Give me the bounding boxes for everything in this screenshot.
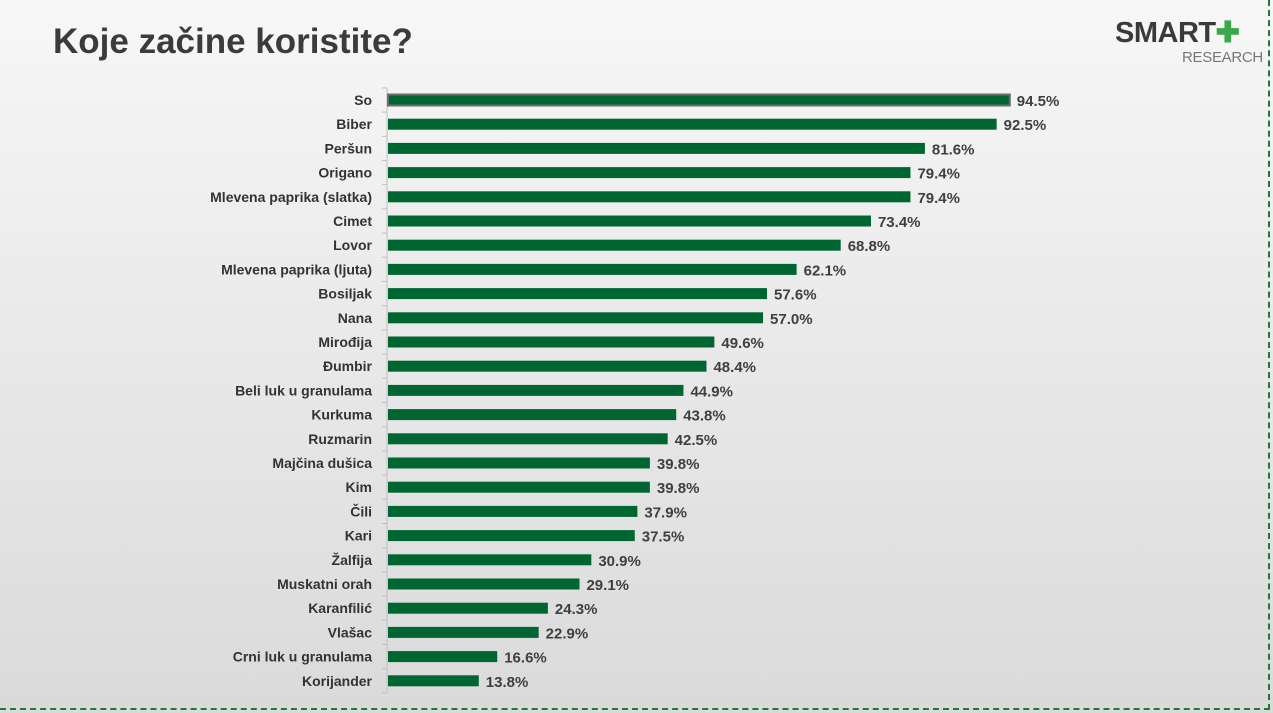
bar [387, 93, 1011, 107]
plus-icon: ✚ [1215, 17, 1240, 49]
category-label: Lovor [333, 237, 372, 253]
data-label: 68.8% [848, 238, 891, 255]
bar [388, 167, 911, 179]
data-label: 57.6% [774, 287, 817, 304]
category-label: Bosiljak [318, 286, 372, 302]
category-label: Mirođija [318, 334, 372, 350]
data-label: 37.5% [642, 529, 685, 546]
bar [388, 626, 539, 638]
category-label: Majčina dušica [272, 455, 372, 471]
logo-research-text: RESEARCH [1182, 49, 1263, 66]
data-label: 44.9% [690, 383, 733, 400]
data-label: 57.0% [770, 311, 813, 328]
data-label: 22.9% [546, 625, 589, 642]
page-title: Koje začine koristite? [53, 22, 413, 61]
data-label: 62.1% [804, 262, 847, 279]
bar [388, 481, 650, 493]
data-label: 16.6% [504, 650, 547, 667]
bar [388, 433, 668, 445]
category-label: Đumbir [323, 358, 373, 374]
data-label: 48.4% [713, 359, 756, 376]
category-label: Muskatni orah [277, 576, 372, 592]
data-label: 24.3% [555, 601, 598, 618]
bar [388, 505, 638, 517]
bar [388, 118, 997, 130]
data-label: 39.8% [657, 480, 700, 497]
bar [388, 409, 677, 421]
data-label: 42.5% [675, 432, 718, 449]
category-label: Crni luk u granulama [233, 649, 372, 665]
bar [388, 336, 715, 348]
category-label: Korijander [302, 673, 373, 689]
category-label: Beli luk u granulama [235, 382, 372, 398]
data-label: 73.4% [878, 214, 921, 231]
bar [388, 602, 548, 614]
category-label: Kurkuma [311, 407, 372, 423]
bar [388, 651, 498, 663]
data-label: 39.8% [657, 456, 700, 473]
category-label: Mlevena paprika (ljuta) [221, 261, 372, 277]
data-label: 37.9% [644, 504, 687, 521]
bar [388, 578, 580, 590]
bar [388, 312, 764, 324]
bar [388, 675, 479, 687]
bar [388, 288, 768, 300]
bar [388, 554, 592, 566]
bar [388, 530, 635, 542]
data-label: 30.9% [598, 553, 641, 570]
category-label: Cimet [333, 213, 372, 229]
data-label: 79.4% [917, 190, 960, 207]
smart-research-logo: SMART✚ RESEARCH [1115, 17, 1263, 66]
category-label: Ruzmarin [308, 431, 372, 447]
category-label: Mlevena paprika (slatka) [210, 189, 372, 205]
bar [388, 191, 911, 203]
data-label: 92.5% [1004, 117, 1047, 134]
category-label: Nana [338, 310, 372, 326]
bar [388, 142, 925, 154]
category-label: Origano [318, 165, 372, 181]
category-label: Vlašac [328, 624, 373, 640]
data-label: 79.4% [917, 166, 960, 183]
data-label: 94.5% [1017, 93, 1060, 110]
category-label: Kari [345, 528, 372, 544]
data-label: 29.1% [586, 577, 629, 594]
category-label: Čili [350, 502, 372, 519]
bar [388, 215, 871, 227]
bar [388, 263, 797, 275]
bar [388, 457, 650, 469]
bar [388, 384, 684, 396]
category-label: Kim [346, 479, 372, 495]
category-label: Peršun [325, 140, 372, 156]
bar [388, 239, 841, 251]
category-label: Žalfija [332, 551, 373, 568]
data-label: 13.8% [486, 674, 529, 691]
data-label: 81.6% [932, 141, 975, 158]
bar [388, 360, 707, 372]
category-label: So [354, 92, 372, 108]
category-label: Biber [336, 116, 372, 132]
data-label: 43.8% [683, 408, 726, 425]
category-label: Karanfilić [308, 600, 372, 616]
logo-smart-text: SMART [1115, 17, 1216, 49]
data-label: 49.6% [721, 335, 764, 352]
